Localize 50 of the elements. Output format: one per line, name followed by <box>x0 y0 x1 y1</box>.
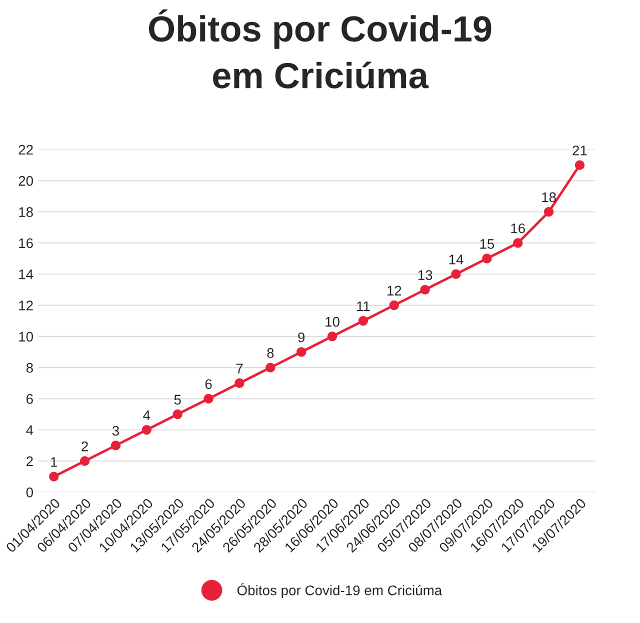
data-label: 16 <box>511 223 525 234</box>
y-tick-label: 4 <box>26 425 34 435</box>
data-label: 21 <box>572 146 587 156</box>
data-label: 18 <box>542 192 556 202</box>
point <box>574 160 585 170</box>
y-tick-label: 8 <box>26 362 33 373</box>
data-label: 13 <box>418 270 432 280</box>
chart-title: Óbitos por Covid-19 em Criciúma <box>148 9 492 88</box>
y-tick-label: 14 <box>19 270 34 280</box>
y-tick-label: 2 <box>26 456 33 466</box>
point <box>513 238 523 248</box>
y-tick-label: 0 <box>26 488 33 498</box>
y-tick-label: 18 <box>19 207 33 217</box>
point <box>266 362 276 372</box>
point <box>327 332 338 342</box>
data-label: 2 <box>82 441 88 452</box>
point <box>234 378 244 388</box>
point <box>451 269 461 279</box>
data-label: 14 <box>449 254 464 264</box>
y-tick-label: 16 <box>19 238 33 248</box>
point <box>204 394 214 404</box>
point <box>420 284 430 295</box>
y-tick-label: 10 <box>19 332 33 342</box>
point <box>172 409 182 420</box>
data-label: 7 <box>236 364 243 374</box>
data-label: 15 <box>480 239 494 249</box>
point <box>358 316 368 326</box>
y-tick-label: 20 <box>18 176 33 186</box>
data-label: 1 <box>51 457 58 467</box>
point <box>389 300 399 310</box>
data-label: 6 <box>205 379 212 390</box>
data-label: 4 <box>143 410 150 420</box>
data-label: 10 <box>326 316 340 327</box>
y-tick-label: 22 <box>18 144 33 155</box>
point <box>49 472 59 482</box>
y-tick-label: 12 <box>19 300 33 310</box>
point <box>296 347 306 357</box>
data-label: 8 <box>267 348 274 358</box>
data-label: 3 <box>112 426 119 436</box>
point <box>110 440 121 450</box>
point <box>142 425 152 435</box>
data-label: 9 <box>298 332 305 342</box>
data-label: 12 <box>387 286 402 296</box>
point <box>544 206 554 217</box>
point <box>80 456 90 466</box>
y-tick-label: 6 <box>26 394 33 404</box>
point <box>482 254 492 264</box>
data-label: 11 <box>357 301 370 312</box>
data-label: 5 <box>174 394 181 405</box>
legend-label: Óbitos por Covid-19 em Criciúma <box>237 583 442 598</box>
